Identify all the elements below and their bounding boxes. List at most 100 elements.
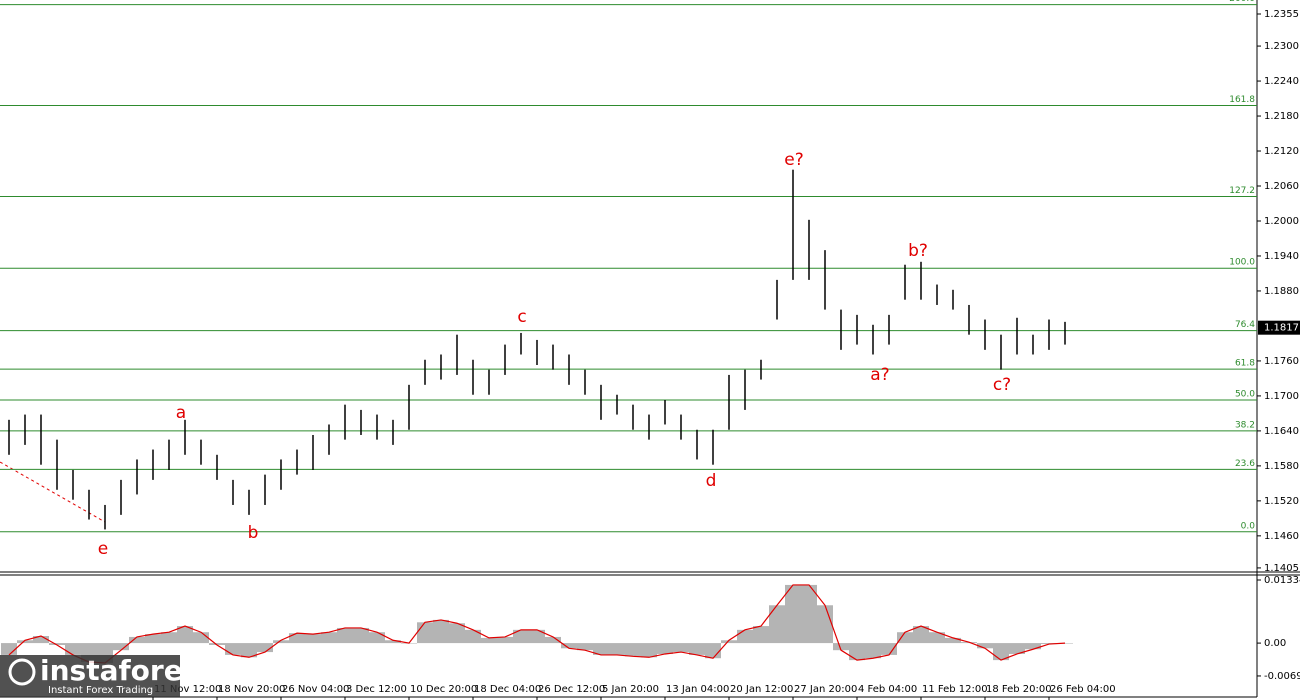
wave-label: e: [98, 539, 108, 559]
oscillator-bar: [1009, 643, 1025, 654]
wave-label: a: [176, 403, 186, 423]
x-tick-label: 18 Nov 20:00: [218, 684, 285, 695]
oscillator-bar: [161, 632, 177, 644]
x-tick-label: 13 Jan 04:00: [666, 684, 729, 695]
trend-line: [0, 461, 106, 523]
oscillator-bar: [225, 643, 241, 655]
brand-tagline: Instant Forex Trading: [48, 685, 153, 696]
last-price-box: [1258, 320, 1300, 335]
y-tick-label: 1.1460: [1264, 531, 1299, 542]
wave-label: c: [517, 307, 526, 327]
oscillator-bar: [881, 643, 897, 655]
oscillator-bar: [865, 643, 881, 659]
y-tick-label: 1.1940: [1264, 251, 1299, 262]
oscillator-bar: [577, 643, 593, 651]
oscillator-bar: [145, 634, 161, 644]
oscillator-bar: [833, 643, 849, 651]
x-tick-label: 10 Dec 20:00: [410, 684, 477, 695]
y-tick-label: 1.1880: [1264, 286, 1299, 297]
oscillator-bar: [977, 643, 993, 649]
wave-label: c?: [993, 375, 1011, 395]
oscillator-bar: [369, 632, 385, 644]
fib-label: 200.0: [1229, 0, 1255, 4]
oscillator-bar: [993, 643, 1009, 661]
oscillator-bar: [385, 640, 401, 644]
y-tick-label: 1.2000: [1264, 216, 1299, 227]
y-tick-label: 1.1520: [1264, 496, 1299, 507]
oscillator-bar: [321, 632, 337, 644]
oscillator-bar: [273, 640, 289, 644]
y-tick-label: 1.2180: [1264, 111, 1299, 122]
oscillator-bar: [641, 643, 657, 658]
oscillator-bar: [705, 643, 721, 659]
last-price-label: 1.1817: [1264, 323, 1299, 334]
x-tick-label: 27 Jan 20:00: [794, 684, 857, 695]
oscillator-bar: [625, 643, 641, 657]
oscillator-bar: [337, 627, 353, 644]
oscillator-bar: [481, 637, 497, 644]
brand-name: instaforex: [40, 654, 201, 687]
wave-label: d: [706, 471, 717, 491]
y-tick-label: 1.2355: [1264, 9, 1299, 20]
y-tick-label: 1.2300: [1264, 41, 1299, 52]
oscillator-bar: [449, 623, 465, 644]
wave-label: b: [248, 523, 259, 543]
oscillator-bar: [545, 636, 561, 644]
x-tick-label: 26 Dec 12:00: [538, 684, 605, 695]
x-tick-label: 20 Jan 12:00: [730, 684, 793, 695]
oscillator-bar: [193, 632, 209, 644]
oscillator-bar: [113, 643, 129, 651]
oscillator-bar: [529, 629, 545, 644]
oscillator-bar: [465, 629, 481, 644]
oscillator-bar: [913, 626, 929, 644]
y-tick-label: 1.1580: [1264, 461, 1299, 472]
fib-label: 0.0: [1241, 521, 1256, 531]
fib-label: 100.0: [1229, 258, 1255, 268]
x-tick-label: 3 Dec 12:00: [346, 684, 407, 695]
oscillator-bar: [929, 632, 945, 644]
oscillator-bar: [129, 636, 145, 644]
oscillator-bar: [689, 643, 705, 655]
oscillator-bar: [289, 633, 305, 644]
y-tick-label: 1.1405: [1264, 563, 1299, 574]
oscillator-bar: [177, 626, 193, 644]
fib-label: 38.2: [1235, 420, 1255, 430]
y-tick-label: 0.00: [1264, 638, 1286, 649]
oscillator-bar: [753, 626, 769, 644]
oscillator-bar: [1, 643, 17, 655]
oscillator-bar: [513, 629, 529, 644]
watermark: instaforex Instant Forex Trading: [0, 654, 201, 697]
fib-label: 23.6: [1235, 459, 1255, 469]
y-tick-label: 1.1640: [1264, 426, 1299, 437]
oscillator-bar: [257, 643, 273, 653]
oscillator-bar: [353, 627, 369, 644]
oscillator-bar: [897, 632, 913, 644]
wave-label: e?: [784, 150, 803, 170]
y-tick-label: 1.2060: [1264, 181, 1299, 192]
oscillator-bar: [49, 643, 65, 645]
fib-label: 50.0: [1235, 389, 1255, 399]
signal-line: [8, 584, 1066, 664]
wave-label: b?: [908, 241, 928, 261]
y-tick-label: 1.1700: [1264, 391, 1299, 402]
oscillator-bar: [17, 640, 33, 644]
oscillator-bar: [785, 584, 801, 644]
fib-label: 76.4: [1235, 320, 1255, 330]
oscillator-bar: [817, 605, 833, 644]
oscillator-bar: [849, 643, 865, 661]
y-tick-label: 1.1760: [1264, 356, 1299, 367]
oscillator-bar: [497, 636, 513, 644]
x-tick-label: 18 Feb 20:00: [986, 684, 1052, 695]
oscillator-bar: [33, 636, 49, 644]
x-tick-label: 11 Nov 12:00: [154, 684, 221, 695]
fib-label: 161.8: [1229, 95, 1255, 105]
oscillator-bar: [657, 643, 673, 654]
y-tick-label: 0.01334: [1264, 575, 1300, 586]
oscillator-bar: [417, 622, 433, 644]
x-tick-label: 26 Nov 04:00: [282, 684, 349, 695]
oscillator-bar: [945, 637, 961, 644]
x-tick-label: 18 Dec 04:00: [474, 684, 541, 695]
oscillator-bar: [673, 643, 689, 653]
